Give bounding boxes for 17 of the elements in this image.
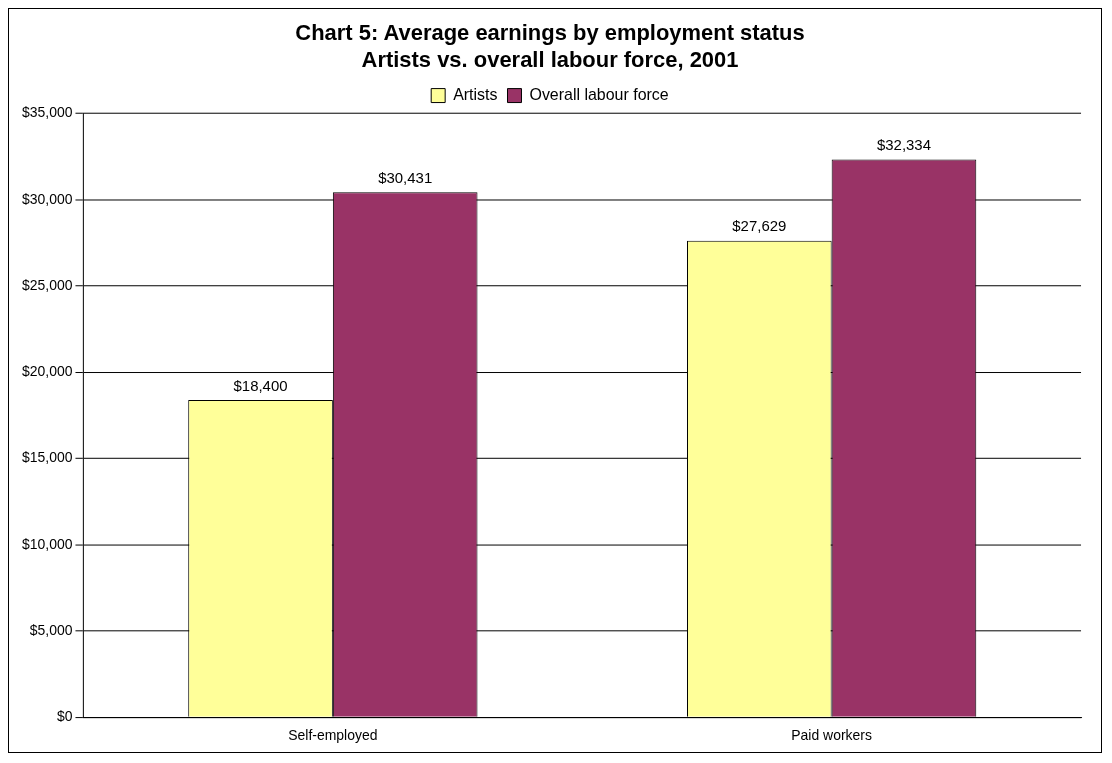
y-tick-label: $0 [56, 708, 73, 725]
x-tick-label: Paid workers [791, 727, 872, 744]
y-tick-label: $35,000 [22, 104, 73, 121]
data-label: $30,431 [378, 169, 433, 186]
chart-title: Chart 5: Average earnings by employment status Artists vs. overall labour force, 2001 [295, 20, 805, 72]
data-label: $27,629 [732, 217, 787, 235]
legend-label: Artists [453, 85, 498, 103]
y-tick-label: $25,000 [22, 276, 73, 293]
y-tick-label: $10,000 [22, 535, 73, 552]
y-tick-label: $5,000 [29, 621, 73, 638]
legend-label: Overall labour force [529, 85, 669, 103]
data-label: $32,334 [876, 136, 932, 154]
data-label: $18,400 [233, 376, 288, 394]
y-tick-label: $20,000 [22, 363, 73, 380]
y-tick-label: $30,000 [22, 190, 73, 207]
y-tick-label: $15,000 [22, 449, 73, 466]
x-tick-label: Self-employed [288, 727, 378, 744]
